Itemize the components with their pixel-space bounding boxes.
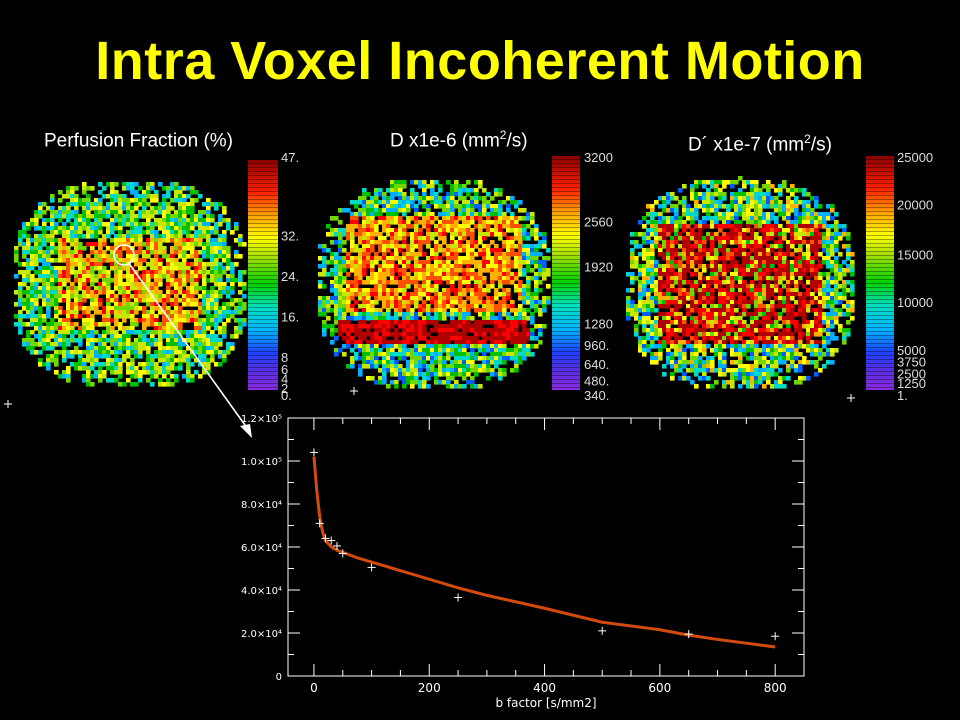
- colorbar-label: 1280: [584, 317, 613, 332]
- data-point: [327, 536, 336, 545]
- data-point: [338, 549, 347, 558]
- diffusion-map: [318, 180, 551, 389]
- roi-arrow-head: [240, 424, 252, 438]
- roi-pointer: [113, 244, 252, 438]
- y-tick-label: 1.2×10⁵: [241, 414, 282, 425]
- colorbar-label: 20000: [897, 198, 933, 213]
- y-tick-label: 4.0×10⁴: [241, 586, 282, 597]
- map-title-diffusion: D x1e-6 (mm2/s): [390, 128, 528, 152]
- colorbar-label: 32.: [281, 229, 299, 244]
- colorbar-label: 16.: [281, 309, 299, 324]
- pseudodiffusion-map: [626, 176, 855, 389]
- colorbar-labels-diffusion: 3200 2560 1920 1280 960. 640. 480.340.: [584, 150, 613, 403]
- colorbar-label: 640.: [584, 357, 609, 372]
- colorbar-pseudodiffusion: [866, 156, 894, 390]
- colorbar-perfusion: [248, 160, 278, 390]
- colorbar-label: 1.: [897, 388, 908, 403]
- y-axis-ticks: 0 2.0×10⁴ 4.0×10⁴ 6.0×10⁴ 8.0×10⁴ 1.0×10⁵ 1.2×…: [241, 414, 804, 683]
- y-tick-label: 1.0×10⁵: [241, 457, 282, 468]
- data-point: [367, 563, 376, 572]
- data-point: [454, 593, 463, 602]
- colorbar-label: 15000: [897, 248, 933, 263]
- colorbar-label: 480.: [584, 374, 609, 389]
- data-point: [684, 630, 693, 639]
- colorbar-label: 340.: [584, 388, 609, 403]
- colorbar-label: 2500: [897, 367, 926, 382]
- roi-arrow-line: [127, 261, 251, 433]
- y-tick-label: 8.0×10⁴: [241, 500, 282, 511]
- data-points: [309, 448, 780, 641]
- map-title-perfusion: Perfusion Fraction (%): [44, 130, 234, 152]
- perfusion-fraction-map: [14, 182, 247, 387]
- colorbar-label: 0.: [281, 388, 292, 403]
- colorbar-label: 47.: [281, 150, 299, 165]
- colorbar-label: 960.: [584, 338, 609, 353]
- colorbar-label: 2: [281, 381, 288, 396]
- colorbar-label: 6: [281, 362, 288, 377]
- x-tick-label: 600: [648, 681, 671, 695]
- colorbar-label: 1250: [897, 376, 926, 391]
- data-point: [315, 519, 324, 528]
- x-axis-ticks: 0 200 400 600 800: [310, 418, 787, 695]
- data-point: [333, 541, 342, 550]
- colorbar-label: 4: [281, 371, 288, 386]
- data-point: [309, 448, 318, 457]
- crosshair-markers: [4, 387, 855, 408]
- x-tick-label: 800: [764, 681, 787, 695]
- y-tick-label: 2.0×10⁴: [241, 629, 282, 640]
- colorbar-label: 2560: [584, 214, 613, 229]
- colorbar-label: 3200: [584, 150, 613, 165]
- x-tick-label: 400: [533, 681, 556, 695]
- page-title: Intra Voxel Incoherent Motion: [95, 31, 865, 91]
- colorbar-label: 25000: [897, 150, 933, 165]
- y-tick-label: 6.0×10⁴: [241, 543, 282, 554]
- colorbar-label: 24.: [281, 269, 299, 284]
- data-point: [321, 534, 330, 543]
- data-point: [771, 632, 780, 641]
- roi-circle: [113, 244, 135, 266]
- map-title-pseudodiffusion: D´ x1e-7 (mm2/s): [688, 132, 832, 156]
- colorbar-label: 10000: [897, 295, 933, 310]
- x-tick-label: 0: [310, 681, 318, 695]
- colorbar-label: 3750: [897, 355, 926, 370]
- fit-curve: [312, 456, 776, 649]
- signal-decay-chart: 0 2.0×10⁴ 4.0×10⁴ 6.0×10⁴ 8.0×10⁴ 1.0×10⁵ 1.2×…: [241, 414, 805, 710]
- y-tick-label: 0: [276, 672, 282, 683]
- x-axis-label: b factor [s/mm2]: [495, 696, 596, 710]
- colorbar-label: 8: [281, 350, 288, 365]
- x-tick-label: 200: [418, 681, 441, 695]
- colorbar-label: 1920: [584, 259, 613, 274]
- data-point: [598, 626, 607, 635]
- colorbar-label: 5000: [897, 343, 926, 358]
- plot-frame: [287, 417, 805, 677]
- colorbar-diffusion: [552, 156, 580, 390]
